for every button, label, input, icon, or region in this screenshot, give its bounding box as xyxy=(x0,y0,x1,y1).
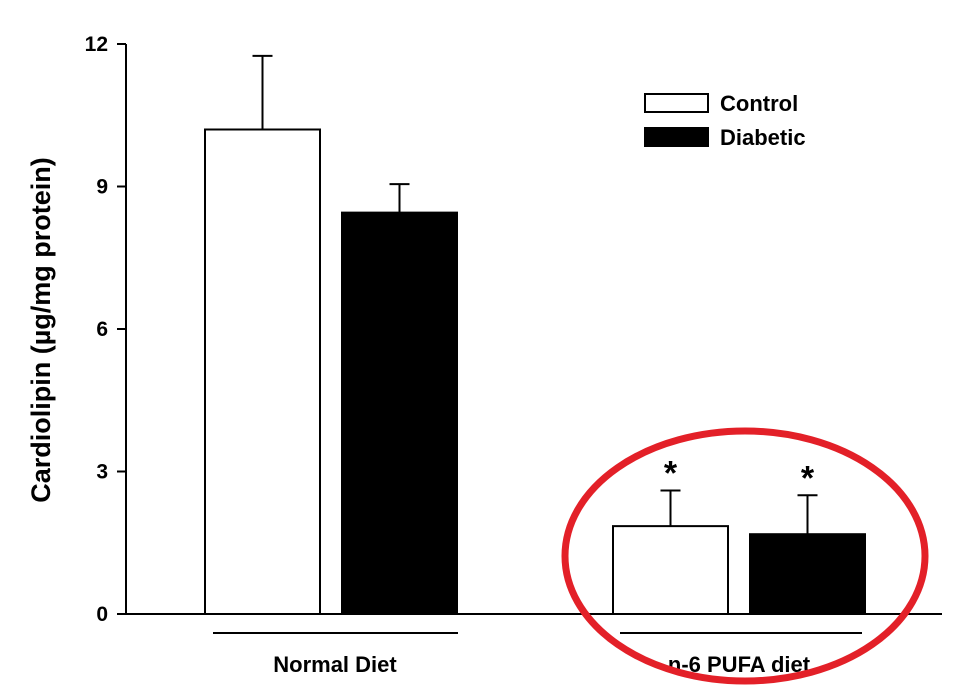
category-label-normal-diet: Normal Diet xyxy=(273,652,397,677)
y-tick-label-9: 9 xyxy=(96,176,108,199)
significance-star-1: * xyxy=(801,459,815,497)
legend-swatch-control xyxy=(644,93,709,113)
legend: Control Diabetic xyxy=(644,91,806,150)
highlight-ellipse xyxy=(561,427,929,685)
y-tick-label-12: 12 xyxy=(85,33,108,56)
bar-c0-s0 xyxy=(204,128,321,615)
bar-c0-s1 xyxy=(341,211,458,615)
y-axis-title: Cardiolipin (µg/mg protein) xyxy=(26,157,56,503)
significance-star-0: * xyxy=(664,455,678,493)
y-ticks: 0 3 6 9 12 xyxy=(85,33,126,626)
bar-c1-s0 xyxy=(612,525,729,615)
bars: * * xyxy=(204,54,866,616)
y-tick-label-3: 3 xyxy=(96,461,108,484)
legend-label-diabetic: Diabetic xyxy=(720,125,806,150)
legend-label-control: Control xyxy=(720,91,798,116)
y-tick-label-0: 0 xyxy=(96,603,108,626)
y-tick-label-6: 6 xyxy=(96,318,108,341)
bar-c1-s1 xyxy=(749,533,866,616)
legend-swatch-diabetic xyxy=(644,127,709,147)
